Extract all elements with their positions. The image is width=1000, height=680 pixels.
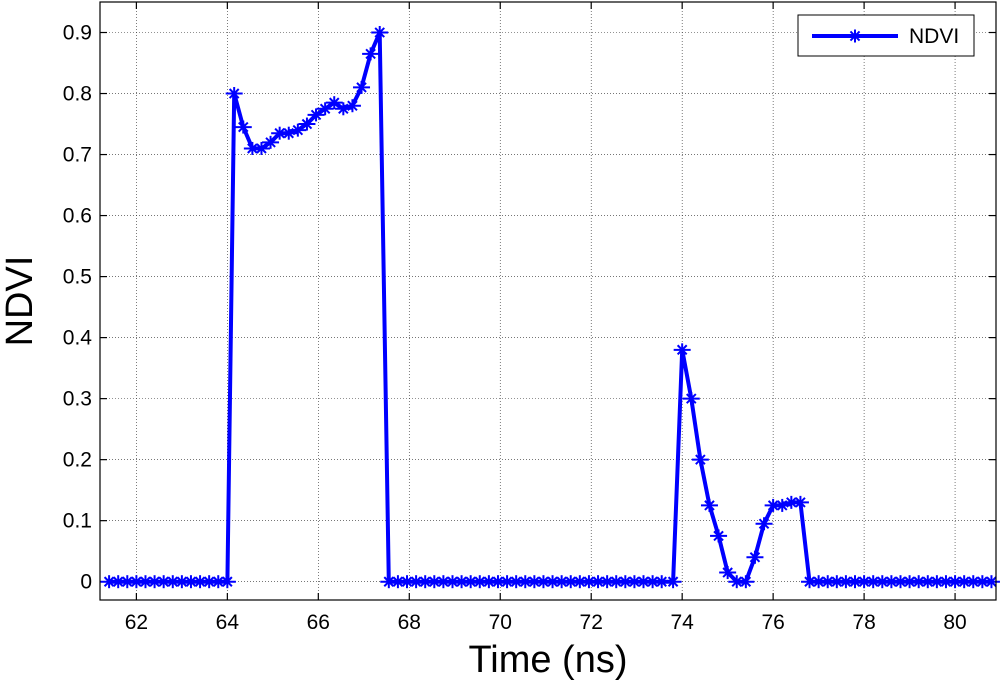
x-tick-label: 72 — [580, 611, 603, 634]
data-point — [728, 575, 746, 589]
y-tick-label: 0.3 — [63, 388, 92, 411]
data-point — [719, 566, 737, 580]
data-point — [507, 575, 525, 589]
x-tick-label: 68 — [398, 611, 421, 634]
plot-background — [100, 2, 996, 600]
data-point — [434, 575, 452, 589]
data-point — [901, 575, 919, 589]
data-point — [371, 26, 389, 40]
data-point — [664, 575, 682, 589]
x-tick-label: 70 — [489, 611, 512, 634]
data-point — [225, 87, 243, 101]
data-point — [819, 575, 837, 589]
x-tick-label: 64 — [216, 611, 240, 634]
data-point — [846, 29, 864, 43]
data-point — [700, 498, 718, 512]
legend: NDVI — [797, 14, 975, 57]
data-point — [553, 575, 571, 589]
data-point — [791, 495, 809, 509]
y-tick-label: 0 — [80, 571, 92, 594]
data-point — [982, 575, 1000, 589]
y-tick-label: 0.4 — [63, 327, 93, 350]
x-tick-label: 76 — [761, 611, 784, 634]
data-point — [136, 575, 154, 589]
x-tick-label: 80 — [943, 611, 966, 634]
data-point — [353, 80, 371, 94]
x-tick-label: 74 — [670, 611, 694, 634]
data-point — [316, 102, 334, 116]
data-point — [673, 343, 691, 357]
data-point — [489, 575, 507, 589]
data-point — [325, 96, 343, 110]
y-axis-title: NDVI — [0, 256, 41, 347]
data-point — [218, 575, 236, 589]
x-tick-labels: 62 64 66 68 70 72 74 76 78 80 — [125, 611, 967, 634]
data-point — [343, 99, 361, 113]
data-point — [746, 550, 764, 564]
y-tick-label: 0.1 — [63, 510, 92, 533]
data-point — [262, 135, 280, 149]
data-point — [737, 575, 755, 589]
axis-ticks — [100, 2, 996, 600]
x-tick-label: 66 — [307, 611, 330, 634]
x-tick-label: 78 — [852, 611, 875, 634]
data-point — [480, 575, 498, 589]
data-point — [298, 117, 316, 131]
y-tick-label: 0.8 — [63, 83, 92, 106]
y-tick-label: 0.6 — [63, 205, 92, 228]
y-tick-label: 0.2 — [63, 449, 92, 472]
x-axis-title: Time (ns) — [468, 639, 627, 680]
legend-marker-icon — [846, 29, 864, 43]
legend-label: NDVI — [909, 25, 959, 48]
y-tick-labels: 0 0.1 0.2 0.3 0.4 0.5 0.6 0.7 0.8 0.9 — [63, 22, 93, 594]
data-point — [653, 575, 671, 589]
data-point — [498, 575, 516, 589]
data-point — [252, 141, 270, 155]
data-point — [289, 123, 307, 137]
plot-frame — [99, 1, 997, 601]
data-point — [362, 47, 380, 61]
data-point — [389, 575, 407, 589]
data-point — [710, 529, 728, 543]
data-point — [755, 517, 773, 531]
data-point — [625, 575, 643, 589]
data-point — [682, 392, 700, 406]
y-tick-label: 0.5 — [63, 266, 92, 289]
y-tick-label: 0.7 — [63, 144, 92, 167]
data-point — [516, 575, 534, 589]
data-point — [964, 575, 982, 589]
data-point — [234, 120, 252, 134]
data-point — [155, 575, 173, 589]
y-tick-label: 0.9 — [63, 22, 92, 45]
series-ndvi — [100, 26, 1000, 589]
data-point — [928, 575, 946, 589]
data-point — [307, 108, 325, 122]
x-tick-label: 62 — [125, 611, 148, 634]
data-point — [691, 453, 709, 467]
